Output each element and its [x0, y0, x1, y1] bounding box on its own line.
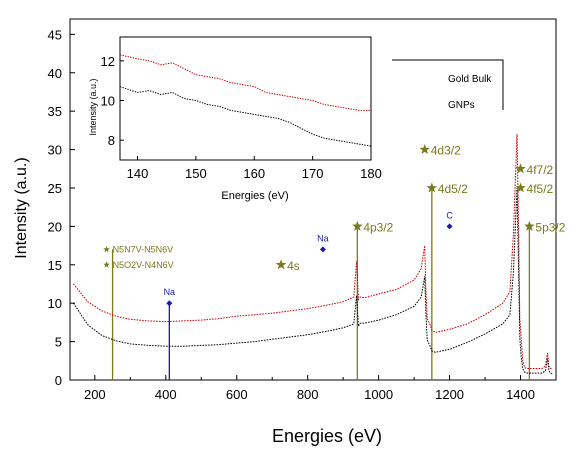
- peak-star: [426, 182, 438, 193]
- inset-x-tick-label: 170: [302, 166, 324, 181]
- main-series-group: [73, 134, 553, 375]
- inset-x-axis-label: Energies (eV): [221, 190, 288, 202]
- element-markers-group: Na Na C: [164, 210, 453, 307]
- inset-y-axis-label: Intensity (a.u.): [88, 78, 98, 135]
- main-axis-ticks: 200 400 600 800 1000 1200 1400 0 5 10 15 20 25 30 35 40…: [48, 27, 535, 402]
- series-line-gnps: [73, 187, 553, 375]
- peak-star: [515, 182, 526, 193]
- y-tick-label: 35: [48, 104, 62, 119]
- inset-chart: 140 150 160 170 180 8 10 12: [101, 36, 382, 181]
- peak-label: 4d5/2: [438, 182, 468, 196]
- peak-label: 4p3/2: [363, 220, 393, 234]
- peak-star: [103, 245, 110, 253]
- element-marker: [446, 223, 453, 230]
- peak-label: 4s: [287, 259, 300, 273]
- inset-x-tick-label: 180: [360, 166, 382, 181]
- peak-label: 4d3/2: [431, 144, 461, 158]
- y-tick-label: 10: [48, 296, 62, 311]
- peak-star: [524, 220, 535, 231]
- inset-series-line-gold-bulk: [119, 54, 371, 111]
- peak-star: [419, 144, 430, 155]
- x-tick-label: 200: [84, 387, 106, 402]
- inset-plot-border: [119, 36, 372, 161]
- peak-label: N5N7V-N5N6V: [113, 244, 174, 254]
- element-marker: [166, 300, 173, 307]
- y-tick-label: 20: [48, 219, 62, 234]
- inset-x-tick-label: 140: [127, 166, 149, 181]
- peak-star: [275, 259, 287, 270]
- inset-x-tick-label: 160: [243, 166, 265, 181]
- inset-x-tick-label: 150: [185, 166, 207, 181]
- x-axis-label: Energies (eV): [272, 426, 382, 446]
- x-tick-label: 400: [155, 387, 177, 402]
- peak-labels-group: N5N7V-N5N6V N5O2V-N4N6V 4s 4p3/2 4d3/2 4d5/2 4…: [103, 144, 566, 273]
- inset-y-tick-label: 10: [101, 93, 115, 108]
- inset-y-tick-label: 12: [101, 54, 115, 69]
- x-tick-label: 600: [226, 387, 248, 402]
- y-tick-label: 5: [55, 335, 62, 350]
- peak-marker-lines: [111, 187, 531, 380]
- main-plot-border: [69, 18, 557, 381]
- x-tick-label: 800: [297, 387, 319, 402]
- series-line-gold-bulk: [73, 134, 553, 370]
- peak-star: [352, 220, 363, 231]
- legend-bracket: [392, 59, 504, 110]
- peak-label: 4f7/2: [527, 163, 554, 177]
- x-tick-label: 1400: [506, 387, 535, 402]
- y-tick-label: 25: [48, 181, 62, 196]
- element-label: C: [446, 210, 453, 220]
- element-label: Na: [164, 287, 176, 297]
- inset-y-tick-label: 8: [108, 133, 115, 148]
- y-tick-label: 0: [55, 373, 62, 388]
- element-marker: [319, 246, 326, 253]
- legend-entry-label: Gold Bulk: [448, 74, 492, 85]
- y-tick-label: 45: [48, 27, 62, 42]
- peak-star: [103, 261, 110, 268]
- y-tick-label: 15: [48, 258, 62, 273]
- y-tick-label: 40: [48, 66, 62, 81]
- peak-label: N5O2V-N4N6V: [113, 260, 174, 270]
- element-label: Na: [317, 233, 329, 243]
- peak-label: 5p3/2: [535, 220, 565, 234]
- legend: Gold Bulk GNPs: [392, 59, 504, 111]
- peak-label: 4f5/2: [527, 182, 554, 196]
- legend-entry-label: GNPs: [448, 100, 475, 111]
- x-tick-label: 1000: [364, 387, 393, 402]
- y-axis-label: Intensity (a.u.): [13, 157, 30, 258]
- peak-star: [515, 163, 526, 174]
- main-plot-frame: [69, 18, 557, 381]
- y-tick-label: 30: [48, 143, 62, 158]
- inset-series-line-gnps: [119, 86, 372, 147]
- x-tick-label: 1200: [435, 387, 464, 402]
